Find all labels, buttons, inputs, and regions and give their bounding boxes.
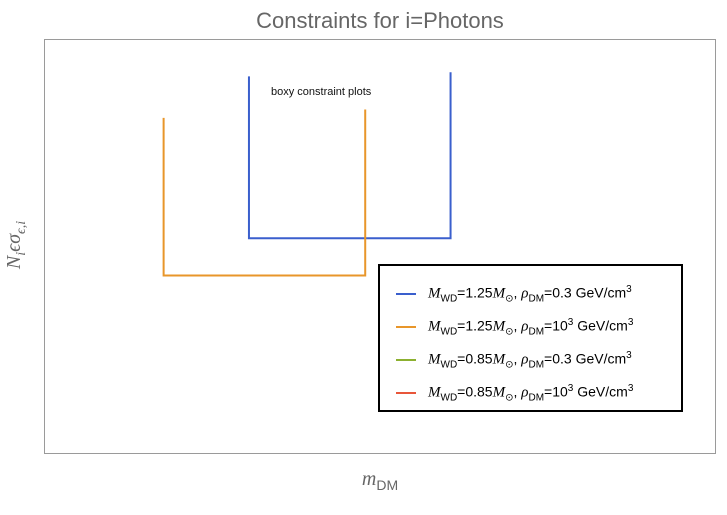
legend-label: MWD=0.85M⊙, ρDM=103 GeV/cm3 [428, 382, 634, 404]
legend-item: MWD=1.25M⊙, ρDM=103 GeV/cm3 [396, 316, 633, 338]
svg-text:Niϵσϵ,i: Niϵσϵ,i [3, 221, 29, 270]
legend-label: MWD=1.25M⊙, ρDM=103 GeV/cm3 [428, 316, 634, 338]
legend-swatch [396, 293, 416, 295]
series-line-1 [247, 72, 452, 240]
y-axis-main: N [3, 254, 25, 270]
legend-swatch [396, 392, 416, 394]
x-axis-main: m [361, 468, 377, 490]
series-line-2 [162, 109, 367, 277]
x-axis-label: mDM [0, 468, 727, 493]
legend-label: MWD=1.25M⊙, ρDM=0.3 GeV/cm3 [428, 283, 632, 305]
legend-label: MWD=0.85M⊙, ρDM=0.3 GeV/cm3 [428, 349, 632, 371]
y-axis-label: Niϵσϵ,i [3, 221, 29, 270]
x-axis-sub: DM [376, 477, 399, 493]
legend-swatch [396, 359, 416, 361]
legend-item: MWD=0.85M⊙, ρDM=0.3 GeV/cm3 [396, 349, 632, 371]
legend: MWD=1.25M⊙, ρDM=0.3 GeV/cm3 MWD=1.25M⊙, ρ… [378, 264, 683, 412]
chart-title: Constraints for i=Photons [256, 8, 504, 33]
legend-item: MWD=0.85M⊙, ρDM=103 GeV/cm3 [396, 382, 633, 404]
plot-area [44, 39, 716, 454]
y-axis-mid: ϵσ [3, 233, 25, 252]
y-axis-sub1: i [14, 252, 29, 256]
y-axis-sub2: ϵ,i [14, 221, 29, 234]
legend-swatch [396, 326, 416, 328]
legend-item: MWD=1.25M⊙, ρDM=0.3 GeV/cm3 [396, 283, 632, 305]
chart-annotation: boxy constraint plots [271, 86, 372, 98]
